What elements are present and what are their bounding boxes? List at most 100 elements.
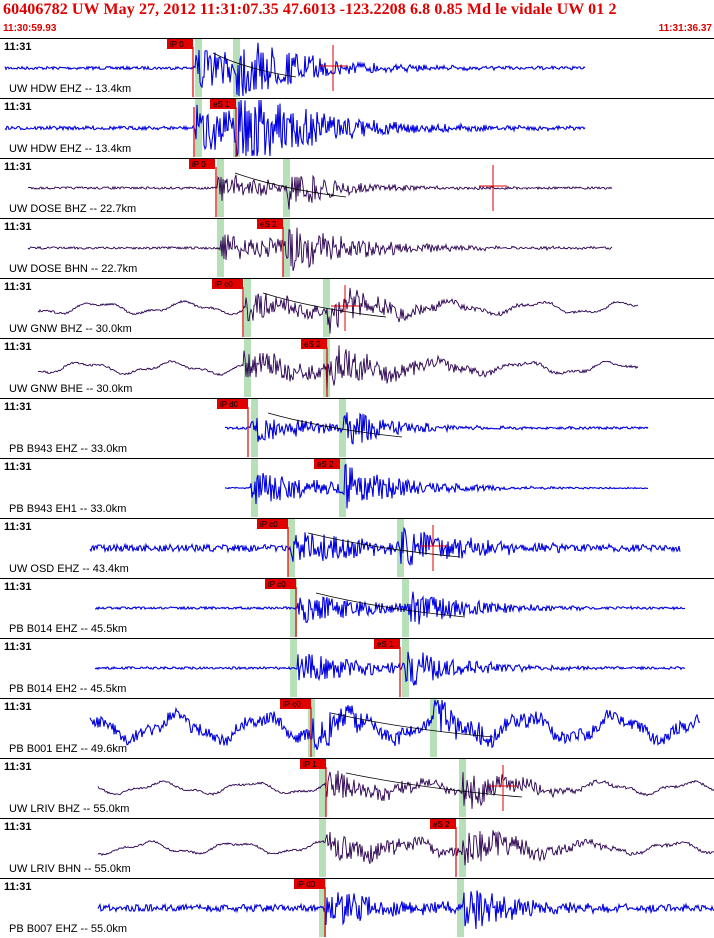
pick-label-box[interactable]	[294, 879, 325, 889]
waveform-svg: iP d0	[217, 399, 649, 457]
phase-window	[339, 399, 346, 457]
start-time-label: 11:30:59.93	[3, 23, 57, 34]
waveform-trace	[97, 770, 714, 809]
waveform-svg: eS 2	[27, 219, 613, 277]
trace-time-label: 11:31	[4, 701, 32, 713]
waveform-trace	[89, 699, 701, 751]
trace-panel[interactable]: eS 2 11:31 UW GNW BHE -- 30.0km	[0, 338, 714, 397]
pick-label: eS 2	[317, 460, 334, 469]
end-time-label: 11:31:36.37	[658, 23, 712, 34]
station-channel-label: UW HDW EHZ -- 13.4km	[9, 143, 132, 155]
pick-label-box[interactable]	[301, 339, 327, 349]
waveform-trace	[4, 42, 586, 97]
phase-window	[233, 39, 240, 97]
pick-label-box[interactable]	[210, 99, 236, 109]
pick-label: eS 1	[377, 640, 394, 649]
trace-panel[interactable]: eS 1 11:31 UW HDW EHZ -- 13.4km	[0, 98, 714, 157]
trace-panel[interactable]: eS 1 11:31 PB B014 EH2 -- 45.5km	[0, 638, 714, 697]
pick-label-box[interactable]	[300, 759, 326, 769]
pick-label-box[interactable]	[280, 699, 311, 709]
event-title: 60406782 UW May 27, 2012 11:31:07.35 47.…	[3, 1, 617, 18]
station-channel-label: UW DOSE BHN -- 22.7km	[9, 263, 138, 275]
pick-label: iP c0	[215, 280, 233, 289]
trace-panel[interactable]: iP c0 11:31 UW GNW BHZ -- 30.0km	[0, 278, 714, 337]
station-channel-label: UW LRIV BHN -- 55.0km	[9, 863, 131, 875]
trace-panel[interactable]: iP c0 11:31 PB B014 EHZ -- 45.5km	[0, 578, 714, 637]
pick-label-box[interactable]	[374, 639, 400, 649]
phase-window	[397, 519, 404, 577]
trace-panel[interactable]: iP 1 11:31 UW LRIV BHZ -- 55.0km	[0, 758, 714, 817]
phase-window	[319, 759, 326, 817]
pick-label-box[interactable]	[217, 399, 248, 409]
trace-time-label: 11:31	[4, 581, 32, 593]
phase-window	[430, 699, 437, 757]
waveform-trace	[224, 463, 649, 509]
phase-window	[283, 219, 290, 277]
pick-label: iP c0	[260, 520, 278, 529]
pick-label-box[interactable]	[189, 159, 215, 169]
waveform-svg: iP 0	[4, 39, 586, 97]
station-channel-label: PB B943 EH1 -- 33.0km	[9, 503, 127, 515]
station-channel-label: UW GNW BHE -- 30.0km	[9, 383, 133, 395]
waveform-svg: iP 0	[28, 159, 613, 217]
trace-time-label: 11:31	[4, 821, 32, 833]
station-channel-label: UW LRIV BHZ -- 55.0km	[9, 803, 130, 815]
phase-window	[402, 639, 409, 697]
waveform-trace	[27, 227, 613, 272]
trace-time-label: 11:31	[4, 161, 32, 173]
waveform-trace	[4, 99, 586, 157]
trace-panel[interactable]: eS 2 11:31 PB B943 EH1 -- 33.0km	[0, 458, 714, 517]
pick-label: eS 2	[433, 820, 450, 829]
travel-time-curve	[262, 292, 387, 318]
trace-time-label: 11:31	[4, 41, 32, 53]
station-channel-label: PB B014 EHZ -- 45.5km	[9, 623, 127, 635]
travel-time-curve	[345, 772, 523, 798]
station-channel-label: PB B007 EHZ -- 55.0km	[9, 923, 127, 935]
trace-panel[interactable]: iP c0 11:31 PB B001 EHZ -- 49.6km	[0, 698, 714, 757]
pick-label-box[interactable]	[314, 459, 340, 469]
station-channel-label: PB B943 EHZ -- 33.0km	[9, 443, 127, 455]
travel-time-curve	[212, 52, 297, 78]
pick-label-box[interactable]	[212, 279, 243, 289]
waveform-svg: iP c0	[95, 579, 686, 637]
trace-panel[interactable]: iP 0 11:31 UW DOSE BHZ -- 22.7km	[0, 158, 714, 217]
travel-time-curve	[267, 412, 403, 438]
pick-label: iP 1	[303, 760, 317, 769]
waveform-trace	[225, 412, 649, 445]
trace-panel[interactable]: iP c0 11:31 UW OSD EHZ -- 43.4km	[0, 518, 714, 577]
waveform-trace	[95, 591, 686, 625]
phase-window	[195, 99, 202, 157]
phase-window	[319, 819, 326, 877]
waveform-svg: iP 1	[97, 759, 714, 817]
station-channel-label: UW DOSE BHZ -- 22.7km	[9, 203, 137, 215]
waveform-trace	[97, 830, 714, 866]
trace-panel[interactable]: eS 2 11:31 UW DOSE BHN -- 22.7km	[0, 218, 714, 277]
waveform-svg: eS 2	[37, 339, 639, 397]
station-channel-label: UW GNW BHZ -- 30.0km	[9, 323, 132, 335]
waveform-trace	[97, 890, 714, 930]
waveform-trace	[89, 526, 681, 567]
trace-time-label: 11:31	[4, 881, 32, 893]
pick-label-box[interactable]	[430, 819, 456, 829]
trace-panel[interactable]: iP 0 11:31 UW HDW EHZ -- 13.4km	[0, 38, 714, 97]
trace-panel[interactable]: iP d0 11:31 PB B007 EHZ -- 55.0km	[0, 878, 714, 937]
waveform-svg: eS 1	[4, 99, 586, 157]
pick-label-box[interactable]	[257, 219, 283, 229]
station-channel-label: PB B001 EHZ -- 49.6km	[9, 743, 127, 755]
seismogram-header: 60406782 UW May 27, 2012 11:31:07.35 47.…	[0, 0, 714, 38]
trace-time-label: 11:31	[4, 461, 32, 473]
waveform-trace	[94, 651, 686, 686]
trace-panel[interactable]: iP d0 11:31 PB B943 EHZ -- 33.0km	[0, 398, 714, 457]
phase-window	[339, 459, 346, 517]
trace-panel[interactable]: eS 2 11:31 UW LRIV BHN -- 55.0km	[0, 818, 714, 877]
waveform-trace	[37, 345, 639, 392]
trace-time-label: 11:31	[4, 221, 32, 233]
waveform-svg: iP d0	[97, 879, 714, 937]
pick-label-box[interactable]	[265, 579, 296, 589]
waveform-trace	[28, 174, 613, 210]
pick-label-box[interactable]	[167, 39, 193, 49]
phase-window	[319, 879, 326, 937]
station-channel-label: PB B014 EH2 -- 45.5km	[9, 683, 127, 695]
trace-panels: iP 0 11:31 UW HDW EHZ -- 13.4km eS 1 11:31 UW…	[0, 38, 714, 938]
pick-label-box[interactable]	[257, 519, 288, 529]
